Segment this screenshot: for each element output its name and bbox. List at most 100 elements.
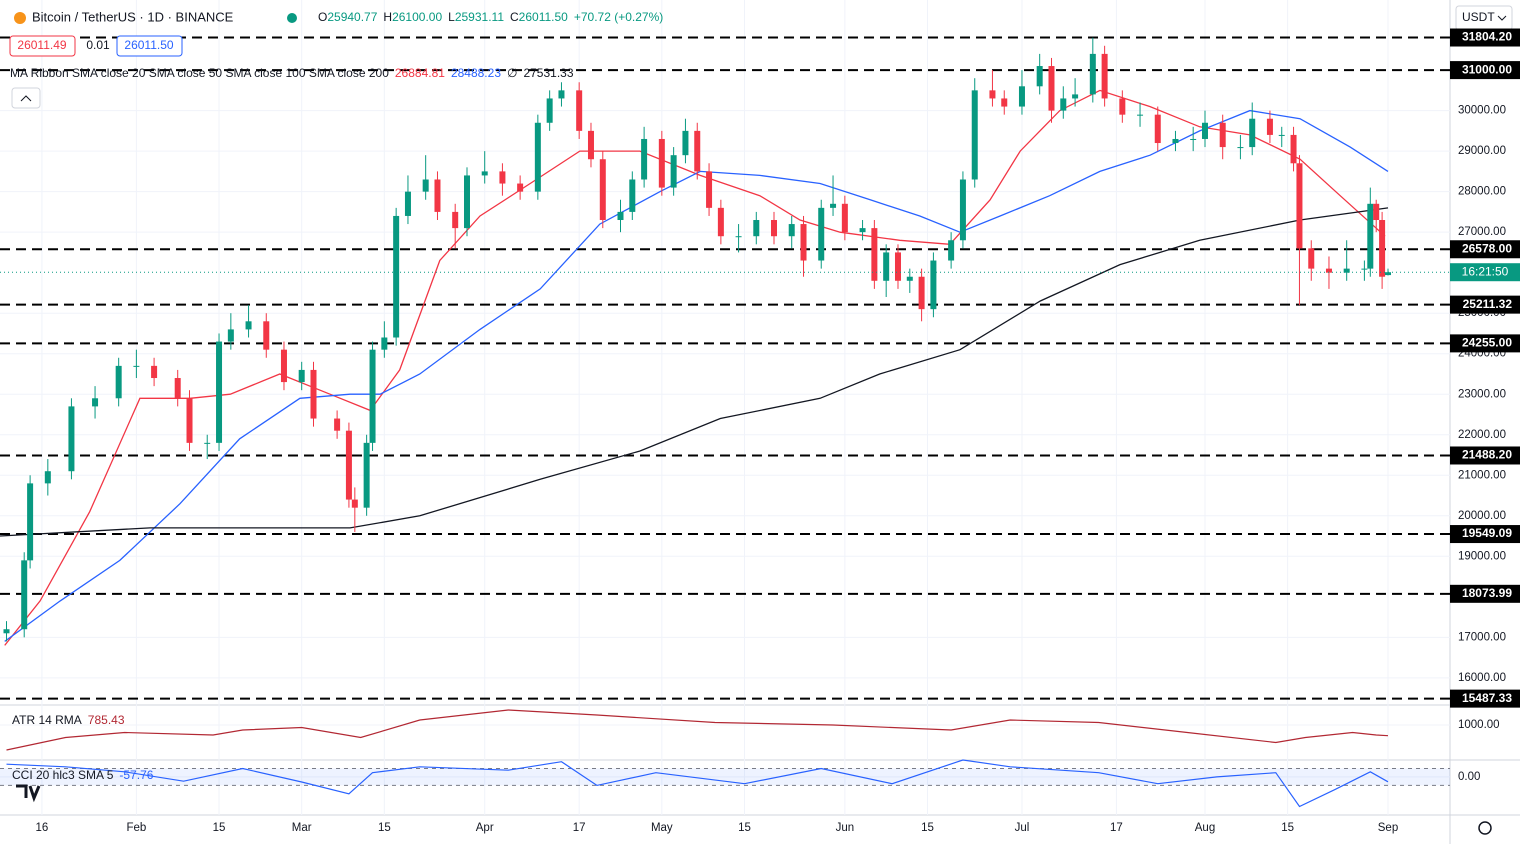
candle-body <box>404 191 411 216</box>
status-dot <box>287 13 297 23</box>
candle-body <box>735 236 742 238</box>
level-label-box <box>1450 584 1520 603</box>
countdown-box <box>1450 263 1520 282</box>
candle-body <box>1361 268 1368 270</box>
candle-body <box>499 171 506 184</box>
candle-body <box>1101 53 1108 99</box>
candle-body <box>1018 86 1025 107</box>
x-tick-label: 15 <box>921 822 934 834</box>
level-label: 31000.00 <box>1462 62 1512 76</box>
candle-body <box>641 138 648 180</box>
x-tick-label: 15 <box>738 822 751 834</box>
candle-body <box>186 398 193 443</box>
candle-body <box>216 341 223 443</box>
candle-body <box>1154 114 1161 144</box>
x-tick-label: 15 <box>1281 822 1294 834</box>
level-label: 19549.09 <box>1462 526 1512 540</box>
candle-body <box>753 220 760 237</box>
overlay: Bitcoin / TetherUS · 1D · BINANCE O25940… <box>9 5 1520 835</box>
candle-body <box>263 321 270 350</box>
candle-body <box>1072 94 1079 99</box>
candle-body <box>1060 98 1067 111</box>
candle-body <box>1379 220 1386 277</box>
candle-body <box>1373 203 1380 221</box>
ma-value: ∅ <box>507 66 517 80</box>
candle-body <box>1089 53 1096 95</box>
y-tick-label: 29000.00 <box>1458 145 1506 157</box>
candle-body <box>334 418 341 431</box>
x-tick-label: Feb <box>126 822 146 834</box>
ma-title: MA Ribbon SMA close 20 SMA close 50 SMA … <box>10 66 389 80</box>
x-tick-label: Sep <box>1378 822 1398 834</box>
candle-body <box>1172 138 1179 144</box>
candle-body <box>422 179 429 192</box>
x-tick-label: Aug <box>1195 822 1215 834</box>
settings-icon[interactable] <box>1478 821 1492 835</box>
candle-body <box>1201 122 1208 139</box>
dropdown-icon <box>1497 15 1507 21</box>
candle-body <box>658 138 665 188</box>
x-tick-label: Apr <box>476 822 494 834</box>
candle-body <box>381 337 388 350</box>
currency: USDT <box>1462 10 1495 24</box>
x-tick-label: Mar <box>292 822 312 834</box>
band <box>0 768 1450 786</box>
candle-body <box>694 130 701 172</box>
collapse-button[interactable] <box>11 87 41 109</box>
candle-body <box>463 175 470 229</box>
candle-body <box>3 629 10 634</box>
candle-body <box>298 369 305 383</box>
ask-box[interactable] <box>116 35 183 57</box>
candle-body <box>971 90 978 180</box>
candle-body <box>1001 98 1008 107</box>
candle-body <box>918 276 925 310</box>
ma-value: 27531.33 <box>523 66 573 80</box>
candle-body <box>92 398 99 407</box>
indicator-value: 785.43 <box>88 713 125 727</box>
bid-box[interactable] <box>9 35 76 57</box>
candle-body <box>534 122 541 192</box>
ma-value: 26884.81 <box>395 66 445 80</box>
candle-body <box>1237 147 1244 149</box>
level-label-box <box>1450 61 1520 80</box>
indicator-title: CCI 20 hlc3 SMA 5 <box>12 768 114 782</box>
candle-body <box>670 155 677 188</box>
candle-body <box>204 442 211 444</box>
y-tick-label: 20000.00 <box>1458 510 1506 522</box>
candle-body <box>883 252 890 281</box>
ohlc-value: 25940.77 <box>327 10 377 24</box>
ohlc-label: L <box>448 10 455 24</box>
candle-body <box>894 252 901 281</box>
candle-body <box>68 406 75 472</box>
ohlc-label: O <box>318 10 327 24</box>
candle-body <box>576 90 583 131</box>
y-tick-label: 28000.00 <box>1458 186 1506 198</box>
candle-body <box>115 365 122 399</box>
candle-body <box>174 378 181 399</box>
candle-body <box>558 90 565 99</box>
candle-body <box>818 207 825 261</box>
x-tick-label: Jul <box>1015 822 1030 834</box>
level-label: 31804.20 <box>1462 30 1512 44</box>
candle-body <box>133 365 140 367</box>
candle-body <box>930 260 937 310</box>
logo <box>16 784 41 803</box>
candle-body <box>1296 163 1303 249</box>
candle-body <box>310 369 317 419</box>
bid: 26011.49 <box>17 38 66 52</box>
candle-body <box>1385 272 1392 276</box>
candle-body <box>599 159 606 221</box>
y-tick-label: 21000.00 <box>1458 469 1506 481</box>
candle-body <box>906 276 913 281</box>
ma-legend: MA Ribbon SMA close 20 SMA close 50 SMA … <box>10 66 574 80</box>
y-tick-label: 1000.00 <box>1458 719 1500 731</box>
y-tick-label: 17000.00 <box>1458 631 1506 643</box>
candle-body <box>587 130 594 160</box>
candle-body <box>1290 134 1297 164</box>
candle-body <box>706 171 713 208</box>
y-tick-label: 23000.00 <box>1458 388 1506 400</box>
ma-line <box>0 207 1389 537</box>
candle-body <box>1137 114 1144 116</box>
candle-body <box>1367 203 1374 269</box>
